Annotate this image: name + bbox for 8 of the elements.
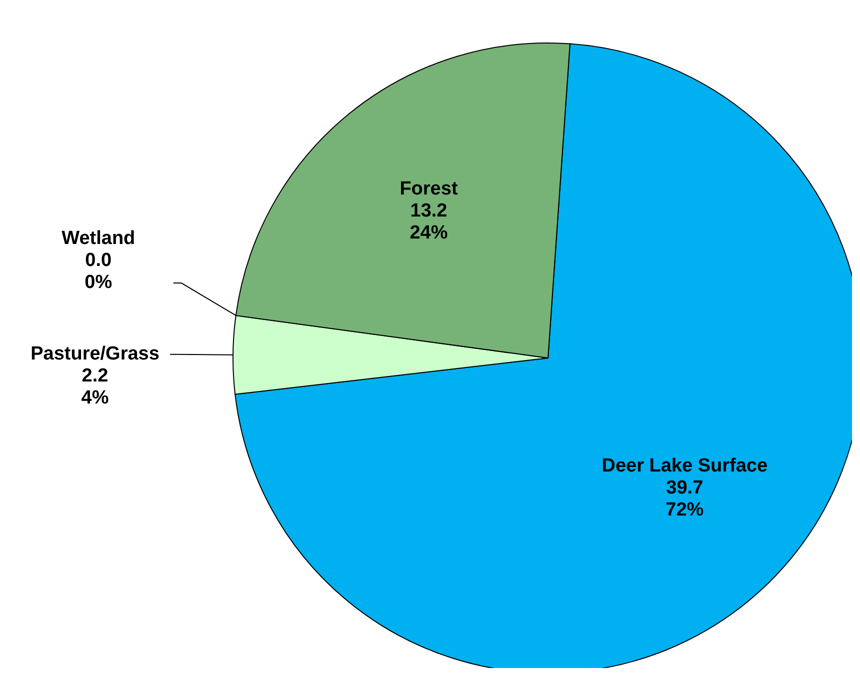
- slice-label: Deer Lake Surface: [602, 456, 768, 477]
- slice-label: Pasture/Grass: [30, 343, 160, 364]
- data-label: 2.2 4%: [81, 365, 109, 408]
- text: 0.0 0%: [84, 250, 112, 294]
- data-label: 13.2 24%: [410, 200, 448, 244]
- data-label: 39.7 72%: [666, 478, 704, 521]
- category-label: Wetland: [62, 228, 136, 250]
- slice-label: Forest: [400, 178, 458, 200]
